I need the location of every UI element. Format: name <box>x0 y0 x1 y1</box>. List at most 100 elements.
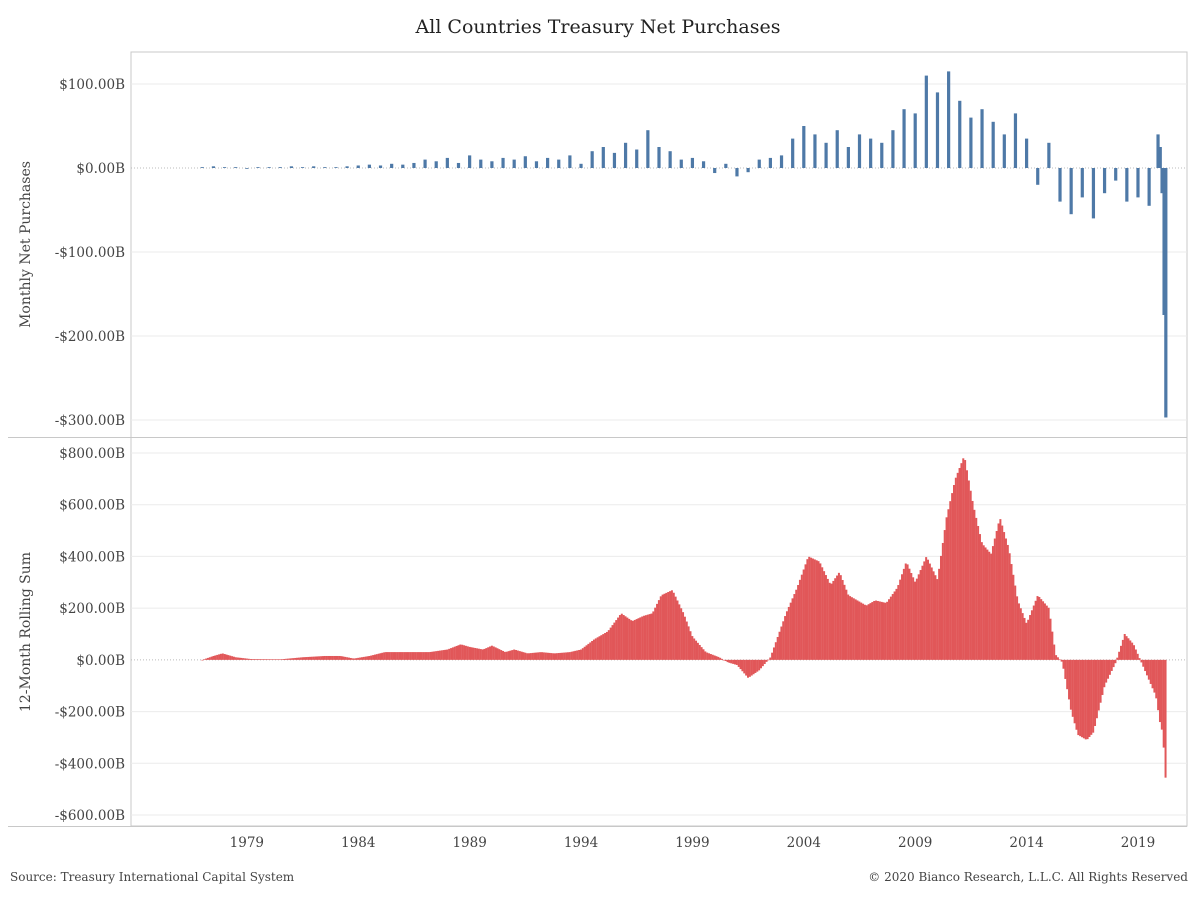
rolling-bar <box>296 657 299 660</box>
monthly-bar <box>334 167 338 168</box>
rolling-bar <box>1034 600 1037 660</box>
rolling-bar <box>745 659 748 676</box>
rolling-bar <box>381 652 384 660</box>
rolling-bar <box>450 648 453 660</box>
rolling-bar <box>362 656 365 660</box>
rolling-bar <box>605 631 608 660</box>
rolling-bar <box>841 580 844 660</box>
rolling-bar <box>576 650 579 660</box>
rolling-bar <box>216 654 219 660</box>
rolling-bar <box>815 560 818 660</box>
rolling-bar <box>273 659 276 660</box>
rolling-bar <box>1025 622 1028 660</box>
rolling-bar <box>932 571 935 660</box>
rolling-bar <box>229 655 232 660</box>
rolling-bar <box>264 659 267 660</box>
rolling-bar <box>386 652 389 660</box>
rolling-bar <box>696 642 699 660</box>
rolling-bar <box>219 653 222 660</box>
rolling-bar <box>648 614 651 660</box>
rolling-bar <box>262 659 265 660</box>
rolling-bar <box>1133 645 1136 660</box>
rolling-bar <box>954 477 957 660</box>
rolling-bar <box>394 652 397 660</box>
rolling-bar <box>297 657 300 660</box>
rolling-bar <box>1095 659 1098 719</box>
rolling-bar <box>463 645 466 660</box>
source-note: Source: Treasury International Capital S… <box>10 870 295 884</box>
rolling-bar <box>1064 659 1067 679</box>
rolling-bar <box>1062 659 1065 669</box>
rolling-bar <box>1012 574 1015 660</box>
rolling-bar <box>624 616 627 660</box>
rolling-bar <box>244 658 247 660</box>
rolling-bar <box>238 657 241 660</box>
rolling-bar <box>722 659 725 661</box>
rolling-bar <box>424 652 427 660</box>
rolling-bar <box>784 616 787 660</box>
rolling-bar <box>401 652 404 660</box>
rolling-bar <box>643 615 646 660</box>
rolling-bar <box>1090 659 1093 735</box>
rolling-bar <box>997 523 1000 660</box>
rolling-bar <box>852 598 855 660</box>
rolling-bar <box>357 657 360 660</box>
rolling-bar <box>1086 659 1089 740</box>
rolling-bar <box>435 651 438 660</box>
rolling-bar <box>821 567 824 660</box>
rolling-bar <box>316 656 319 660</box>
rolling-bar <box>938 568 941 660</box>
rolling-bar <box>726 659 729 663</box>
rolling-bar <box>889 596 892 660</box>
monthly-bar <box>1069 168 1073 215</box>
rolling-bar <box>626 617 629 660</box>
monthly-bar <box>735 168 739 177</box>
rolling-bar <box>271 659 274 660</box>
rolling-bar <box>1019 608 1022 660</box>
rolling-bar <box>850 597 853 660</box>
rolling-bar <box>368 655 371 660</box>
rolling-bar <box>695 640 698 660</box>
rolling-bar <box>897 585 900 660</box>
rolling-bar <box>418 652 421 660</box>
rolling-bar <box>331 655 334 660</box>
rolling-bar <box>416 652 419 660</box>
rolling-bar <box>956 472 959 660</box>
rolling-bar <box>301 657 304 660</box>
rolling-bar <box>739 659 742 670</box>
rolling-bar <box>290 658 293 660</box>
rolling-bar <box>1108 659 1111 675</box>
rolling-bar <box>336 655 339 660</box>
rolling-bar <box>761 659 764 667</box>
rolling-bar <box>1036 596 1039 660</box>
rolling-bar <box>923 561 926 660</box>
rolling-bar <box>1082 659 1085 739</box>
rolling-bar <box>347 657 350 660</box>
rolling-bar <box>594 638 597 660</box>
rolling-bar <box>1131 642 1134 660</box>
rolling-bar <box>385 652 388 660</box>
monthly-bar <box>1156 134 1160 168</box>
rolling-bar <box>880 601 883 660</box>
rolling-bar <box>221 653 224 660</box>
rolling-bar <box>1094 659 1097 726</box>
rolling-bar <box>724 659 727 662</box>
rolling-bar <box>1138 658 1141 660</box>
rolling-bar <box>973 509 976 660</box>
rolling-bar <box>318 656 321 660</box>
monthly-bar <box>991 121 995 168</box>
rolling-bar <box>780 626 783 660</box>
monthly-bar <box>401 164 405 168</box>
rolling-bar <box>823 571 826 660</box>
rolling-bar <box>587 643 590 660</box>
rolling-bar <box>557 653 560 660</box>
rolling-bar <box>952 485 955 660</box>
monthly-bar <box>1162 168 1166 315</box>
rolling-bar <box>1071 659 1074 717</box>
rolling-bar <box>908 568 911 660</box>
rolling-bar <box>583 646 586 660</box>
rolling-bar <box>206 657 209 660</box>
rolling-bar <box>496 648 499 660</box>
rolling-bar <box>732 659 735 664</box>
rolling-bar <box>286 658 289 660</box>
